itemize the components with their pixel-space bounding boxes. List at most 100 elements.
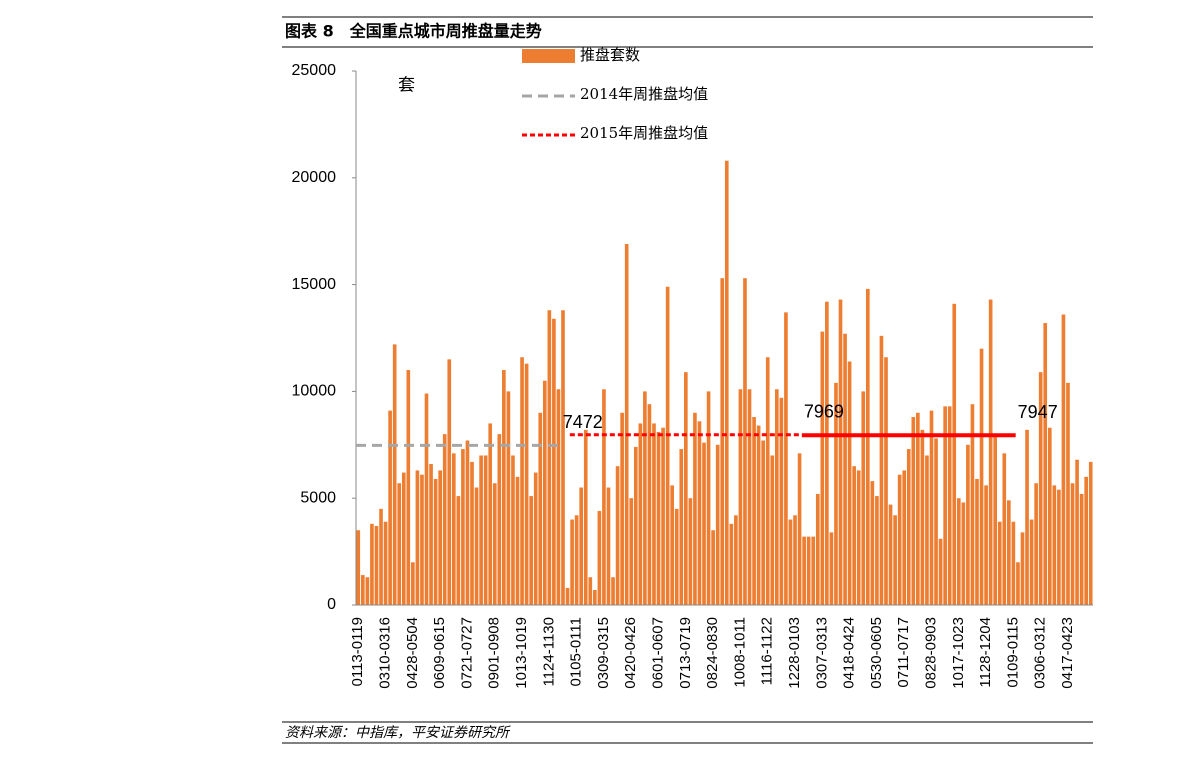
x-tick-label: 0609-0615 bbox=[431, 617, 448, 689]
reference-label: 7947 bbox=[1018, 402, 1058, 422]
bar bbox=[538, 412, 543, 605]
bar bbox=[388, 410, 392, 605]
bar bbox=[643, 391, 647, 605]
bar bbox=[797, 453, 802, 605]
bar bbox=[893, 515, 897, 605]
bar bbox=[906, 449, 911, 605]
bar bbox=[1061, 314, 1066, 605]
bar bbox=[1052, 485, 1057, 605]
bar bbox=[820, 331, 825, 605]
bar bbox=[825, 301, 829, 605]
bar bbox=[811, 536, 816, 605]
bar bbox=[975, 478, 979, 605]
bar bbox=[916, 412, 920, 605]
bar bbox=[588, 577, 593, 605]
bar bbox=[474, 487, 479, 605]
bar bbox=[652, 423, 656, 605]
bar bbox=[629, 498, 634, 605]
bar bbox=[492, 483, 497, 605]
bar bbox=[738, 389, 743, 605]
bar bbox=[1075, 459, 1079, 605]
bar bbox=[943, 406, 947, 605]
bar bbox=[593, 590, 597, 605]
bar bbox=[611, 577, 615, 605]
bar bbox=[656, 431, 661, 605]
bar bbox=[929, 410, 934, 605]
bar bbox=[620, 412, 624, 605]
bar bbox=[497, 434, 502, 605]
bar bbox=[606, 487, 611, 605]
bar bbox=[724, 160, 729, 605]
x-tick-label: 0420-0426 bbox=[622, 617, 639, 689]
bar bbox=[379, 508, 383, 605]
bar bbox=[788, 519, 793, 605]
bar bbox=[374, 525, 379, 605]
bar bbox=[665, 286, 670, 605]
bar bbox=[743, 278, 747, 605]
bar bbox=[779, 397, 784, 605]
bar bbox=[638, 423, 643, 605]
bar bbox=[415, 470, 420, 605]
bar bbox=[993, 434, 998, 605]
bar bbox=[1016, 562, 1020, 605]
bar bbox=[806, 536, 811, 605]
bar bbox=[711, 530, 715, 605]
x-tick-label: 0310-0316 bbox=[377, 617, 394, 689]
bar bbox=[561, 310, 565, 605]
bar bbox=[433, 478, 438, 605]
bar bbox=[420, 474, 424, 605]
bar bbox=[920, 429, 925, 605]
legend-label: 2015年周推盘均值 bbox=[580, 124, 709, 142]
bar bbox=[533, 472, 538, 605]
bar bbox=[597, 511, 602, 605]
bar bbox=[679, 449, 684, 605]
x-tick-label: 0105-0111 bbox=[568, 617, 585, 687]
bar bbox=[461, 449, 465, 605]
bar bbox=[506, 391, 511, 605]
bar bbox=[674, 508, 679, 605]
bar bbox=[397, 483, 402, 605]
x-tick-label: 0530-0605 bbox=[868, 617, 885, 689]
bar bbox=[365, 577, 370, 605]
bar bbox=[483, 455, 488, 605]
bar bbox=[784, 312, 788, 605]
bar bbox=[574, 515, 579, 605]
bar bbox=[524, 363, 529, 605]
x-tick-label: 0828-0903 bbox=[922, 617, 939, 689]
bar bbox=[1047, 427, 1052, 605]
x-tick-label: 1008-1011 bbox=[731, 617, 748, 688]
y-tick-label: 0 bbox=[327, 596, 336, 613]
x-tick-label: 0418-0424 bbox=[841, 617, 858, 689]
x-tick-label: 0601-0607 bbox=[650, 617, 667, 689]
bar bbox=[934, 438, 938, 605]
bar bbox=[1038, 372, 1043, 605]
bar bbox=[970, 404, 975, 605]
x-tick-label: 0113-0119 bbox=[349, 617, 366, 687]
bar bbox=[1088, 461, 1093, 605]
bar bbox=[529, 496, 533, 605]
bar bbox=[774, 389, 779, 605]
bar bbox=[856, 470, 861, 605]
bar bbox=[829, 532, 834, 605]
y-tick-label: 25000 bbox=[292, 62, 337, 79]
bar bbox=[852, 466, 856, 605]
bar bbox=[815, 493, 820, 605]
bar bbox=[847, 361, 852, 605]
bar bbox=[1084, 476, 1088, 605]
bar bbox=[520, 357, 524, 605]
bar bbox=[1029, 519, 1034, 605]
bar bbox=[961, 502, 966, 605]
bar bbox=[984, 485, 988, 605]
x-tick-label: 1116-1122 bbox=[759, 617, 776, 685]
bar bbox=[770, 455, 775, 605]
bar bbox=[633, 446, 638, 605]
bar bbox=[411, 562, 415, 605]
bar bbox=[897, 474, 902, 605]
bar bbox=[424, 393, 429, 605]
bar bbox=[688, 498, 693, 605]
bar bbox=[888, 504, 893, 605]
x-tick-label: 0711-0717 bbox=[895, 617, 912, 688]
x-tick-label: 1124-1130 bbox=[540, 617, 557, 687]
